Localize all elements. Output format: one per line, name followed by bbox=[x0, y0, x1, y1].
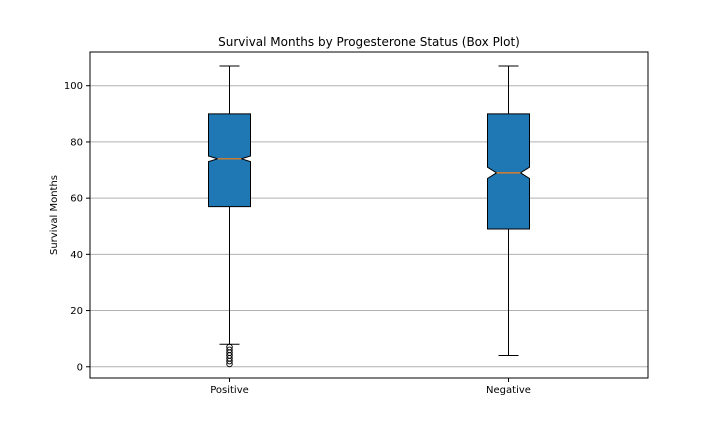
axis-ticks: 0 20 40 60 80 100 Positive Negative bbox=[64, 81, 531, 396]
x-tick-label: Negative bbox=[486, 385, 531, 396]
chart-title: Survival Months by Progesterone Status (… bbox=[218, 35, 520, 49]
box-negative bbox=[487, 113, 530, 230]
grid-lines bbox=[90, 85, 648, 368]
y-axis-label: Survival Months bbox=[49, 175, 60, 255]
outlier-point bbox=[226, 343, 233, 351]
y-tick-label: 100 bbox=[64, 81, 83, 92]
box-positive bbox=[208, 113, 251, 208]
plot-frame bbox=[89, 51, 649, 379]
outlier-point bbox=[226, 346, 233, 354]
x-tick-label: Positive bbox=[210, 385, 249, 396]
y-tick-label: 60 bbox=[70, 194, 83, 205]
y-tick-label: 80 bbox=[70, 137, 83, 148]
y-tick-label: 0 bbox=[77, 362, 83, 373]
boxes bbox=[208, 65, 530, 368]
y-tick-label: 40 bbox=[70, 250, 83, 261]
y-tick-label: 20 bbox=[70, 306, 83, 317]
